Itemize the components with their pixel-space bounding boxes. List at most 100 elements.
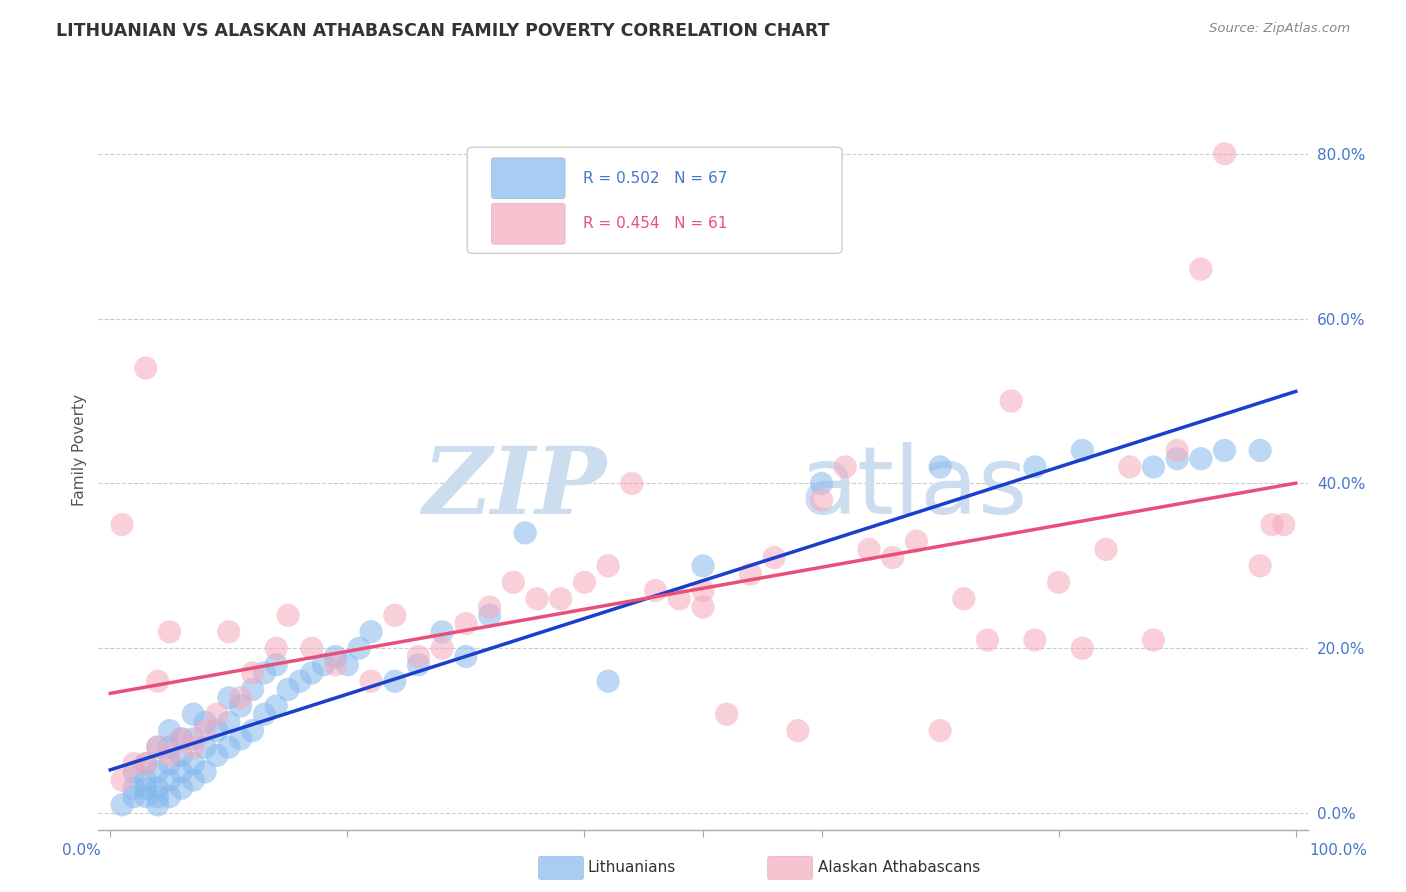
Point	[1095, 542, 1118, 557]
Point	[384, 608, 406, 623]
Point	[181, 756, 204, 771]
Point	[929, 723, 952, 738]
Point	[432, 641, 454, 656]
Point	[1213, 146, 1236, 161]
Point	[1071, 641, 1094, 656]
Point	[810, 492, 832, 507]
Point	[135, 781, 157, 796]
Point	[218, 624, 240, 639]
Point	[146, 740, 169, 755]
Point	[834, 459, 856, 474]
FancyBboxPatch shape	[492, 203, 565, 244]
Point	[454, 616, 477, 631]
Point	[122, 764, 145, 779]
Point	[111, 797, 134, 812]
Point	[135, 361, 157, 376]
Point	[1189, 451, 1212, 466]
Point	[502, 575, 524, 590]
Text: R = 0.454   N = 61: R = 0.454 N = 61	[583, 216, 728, 231]
Point	[122, 781, 145, 796]
Point	[122, 789, 145, 804]
Point	[347, 641, 370, 656]
Point	[159, 789, 181, 804]
Point	[146, 789, 169, 804]
Point	[312, 657, 335, 672]
Point	[786, 723, 808, 738]
Point	[218, 715, 240, 730]
Point	[526, 591, 548, 606]
Point	[454, 649, 477, 664]
Point	[135, 773, 157, 788]
Text: 100.0%: 100.0%	[1309, 843, 1368, 858]
Point	[360, 624, 382, 639]
Point	[1272, 517, 1295, 532]
Point	[264, 641, 287, 656]
Point	[478, 608, 501, 623]
Point	[159, 748, 181, 763]
Point	[515, 525, 537, 540]
Point	[288, 674, 311, 689]
Point	[976, 633, 998, 648]
Point	[574, 575, 596, 590]
Point	[170, 764, 193, 779]
Point	[135, 789, 157, 804]
Point	[205, 707, 228, 722]
Point	[360, 674, 382, 689]
Point	[1261, 517, 1284, 532]
Point	[181, 773, 204, 788]
Point	[146, 740, 169, 755]
Point	[1071, 443, 1094, 458]
Point	[242, 723, 264, 738]
Point	[810, 476, 832, 491]
Point	[264, 657, 287, 672]
Point	[644, 583, 666, 598]
Point	[159, 740, 181, 755]
Point	[264, 698, 287, 713]
Point	[408, 657, 430, 672]
Text: LITHUANIAN VS ALASKAN ATHABASCAN FAMILY POVERTY CORRELATION CHART: LITHUANIAN VS ALASKAN ATHABASCAN FAMILY …	[56, 22, 830, 40]
Point	[325, 649, 347, 664]
Point	[159, 773, 181, 788]
Point	[550, 591, 572, 606]
Text: 0.0%: 0.0%	[62, 843, 101, 858]
Point	[205, 748, 228, 763]
Text: ZIP: ZIP	[422, 443, 606, 533]
Point	[598, 674, 620, 689]
Point	[229, 698, 252, 713]
Point	[253, 665, 276, 680]
Point	[763, 550, 786, 565]
Point	[929, 459, 952, 474]
Point	[1213, 443, 1236, 458]
Text: Lithuanians: Lithuanians	[588, 861, 676, 875]
Point	[1024, 633, 1046, 648]
Point	[598, 558, 620, 573]
Point	[432, 624, 454, 639]
Point	[301, 665, 323, 680]
Point	[135, 756, 157, 771]
Point	[194, 740, 217, 755]
Text: Source: ZipAtlas.com: Source: ZipAtlas.com	[1209, 22, 1350, 36]
Point	[692, 558, 714, 573]
Point	[336, 657, 359, 672]
Point	[146, 764, 169, 779]
Point	[301, 641, 323, 656]
Point	[135, 756, 157, 771]
Point	[858, 542, 880, 557]
Point	[1249, 558, 1271, 573]
Point	[146, 674, 169, 689]
Point	[1119, 459, 1142, 474]
Point	[170, 731, 193, 746]
Point	[229, 731, 252, 746]
Point	[620, 476, 643, 491]
Point	[668, 591, 690, 606]
Point	[229, 690, 252, 705]
Text: Alaskan Athabascans: Alaskan Athabascans	[818, 861, 980, 875]
Point	[1000, 394, 1022, 409]
Point	[692, 583, 714, 598]
Point	[478, 600, 501, 615]
FancyBboxPatch shape	[492, 158, 565, 199]
Point	[218, 740, 240, 755]
Point	[1249, 443, 1271, 458]
Point	[253, 707, 276, 722]
Point	[218, 690, 240, 705]
